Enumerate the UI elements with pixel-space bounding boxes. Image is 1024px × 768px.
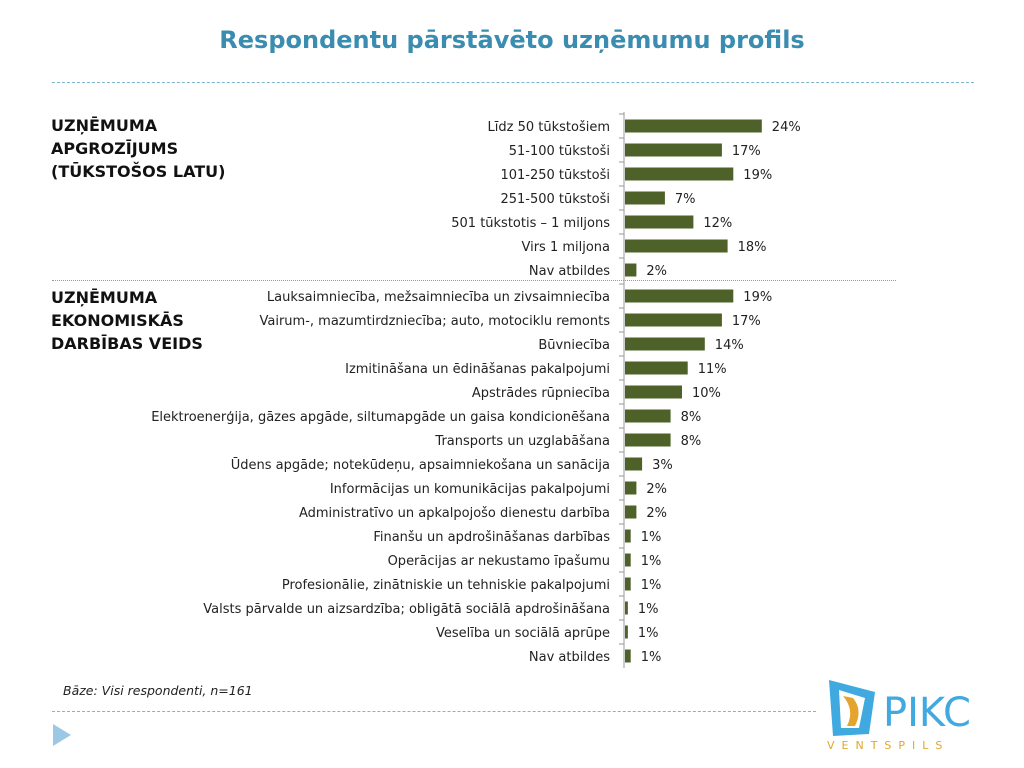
- section-title-line: UZŅĒMUMA: [51, 116, 158, 135]
- category-label: Elektroenerģija, gāzes apgāde, siltumapg…: [151, 410, 610, 425]
- data-label: 1%: [638, 626, 659, 641]
- data-label: 14%: [715, 338, 744, 353]
- category-label: Veselība un sociālā aprūpe: [436, 626, 610, 641]
- bottom-divider: [52, 711, 816, 712]
- bar: [625, 119, 762, 133]
- data-label: 2%: [646, 482, 667, 497]
- category-label: Ūdens apgāde; notekūdeņu, apsaimniekošan…: [231, 458, 610, 473]
- category-label: Profesionālie, zinātniskie un tehniskie …: [282, 578, 610, 593]
- bar: [625, 289, 734, 303]
- bar: [625, 481, 637, 495]
- bar: [625, 577, 631, 591]
- bar: [625, 457, 643, 471]
- data-label: 11%: [698, 362, 727, 377]
- logo-emblem-icon: [829, 680, 875, 736]
- data-label: 24%: [772, 120, 801, 135]
- category-label: Finanšu un apdrošināšanas darbības: [373, 530, 610, 545]
- base-note: Bāze: Visi respondenti, n=161: [63, 683, 253, 698]
- bar: [625, 553, 631, 567]
- bar: [625, 505, 637, 519]
- category-label: Lauksaimniecība, mežsaimniecība un zivsa…: [267, 290, 610, 305]
- bar: [625, 239, 728, 253]
- section-title-activity: UZŅĒMUMA EKONOMISKĀS DARBĪBAS VEIDS: [51, 286, 251, 355]
- category-label: 101-250 tūkstoši: [500, 168, 610, 183]
- logo-text: PIKC: [883, 690, 971, 736]
- bar: [625, 625, 628, 639]
- data-label: 1%: [638, 602, 659, 617]
- category-label: 251-500 tūkstoši: [500, 192, 610, 207]
- bar: [625, 337, 705, 351]
- category-label: Līdz 50 tūkstošiem: [488, 120, 610, 135]
- bar: [625, 263, 637, 277]
- section-title-line: (TŪKSTOŠOS LATU): [51, 162, 226, 181]
- pikc-logo: PIKC VENTSPILS: [827, 680, 971, 752]
- category-label: Nav atbildes: [529, 650, 610, 665]
- data-label: 1%: [641, 530, 662, 545]
- data-label: 8%: [681, 410, 702, 425]
- category-label: Vairum-, mazumtirdzniecība; auto, motoci…: [259, 314, 610, 329]
- bar: [625, 433, 671, 447]
- category-label: Operācijas ar nekustamo īpašumu: [388, 554, 610, 569]
- category-label: Informācijas un komunikācijas pakalpojum…: [330, 482, 610, 497]
- data-label: 8%: [681, 434, 702, 449]
- category-label: Transports un uzglabāšana: [434, 434, 610, 449]
- bar: [625, 529, 631, 543]
- data-label: 1%: [641, 650, 662, 665]
- section-title-line: EKONOMISKĀS: [51, 311, 184, 330]
- data-label: 12%: [703, 216, 732, 231]
- category-label: Apstrādes rūpniecība: [472, 386, 610, 401]
- category-label: 51-100 tūkstoši: [509, 144, 610, 159]
- data-label: 19%: [743, 290, 772, 305]
- data-label: 10%: [692, 386, 721, 401]
- data-label: 19%: [743, 168, 772, 183]
- bar: [625, 191, 665, 205]
- data-label: 1%: [641, 554, 662, 569]
- data-label: 3%: [652, 458, 673, 473]
- category-label: Valsts pārvalde un aizsardzība; obligātā…: [203, 602, 610, 617]
- section-divider: [52, 280, 896, 281]
- section-title-line: APGROZĪJUMS: [51, 139, 179, 158]
- category-label: Virs 1 miljona: [521, 240, 610, 255]
- category-label: Izmitināšana un ēdināšanas pakalpojumi: [345, 362, 610, 377]
- bar: [625, 649, 631, 663]
- bar: [625, 601, 628, 615]
- bullet-triangle-icon: [53, 724, 71, 746]
- category-label: Būvniecība: [538, 338, 610, 353]
- bar: [625, 215, 694, 229]
- logo-subtext: VENTSPILS: [827, 739, 949, 752]
- data-label: 1%: [641, 578, 662, 593]
- section-title-turnover: UZŅĒMUMA APGROZĪJUMS (TŪKSTOŠOS LATU): [51, 114, 251, 183]
- bar: [625, 167, 734, 181]
- page-title: Respondentu pārstāvēto uzņēmumu profils: [219, 26, 805, 54]
- data-label: 17%: [732, 314, 761, 329]
- data-label: 2%: [646, 506, 667, 521]
- data-label: 18%: [738, 240, 767, 255]
- section-title-line: UZŅĒMUMA: [51, 288, 158, 307]
- category-label: Nav atbildes: [529, 264, 610, 279]
- bar: [625, 313, 722, 327]
- data-label: 7%: [675, 192, 696, 207]
- data-label: 17%: [732, 144, 761, 159]
- top-divider: [52, 82, 974, 83]
- category-label: Administratīvo un apkalpojošo dienestu d…: [299, 506, 610, 521]
- section-title-line: DARBĪBAS VEIDS: [51, 334, 203, 353]
- category-label: 501 tūkstotis – 1 miljons: [451, 216, 610, 231]
- bar: [625, 409, 671, 423]
- bar: [625, 385, 682, 399]
- bar: [625, 361, 688, 375]
- bar: [625, 143, 722, 157]
- data-label: 2%: [646, 264, 667, 279]
